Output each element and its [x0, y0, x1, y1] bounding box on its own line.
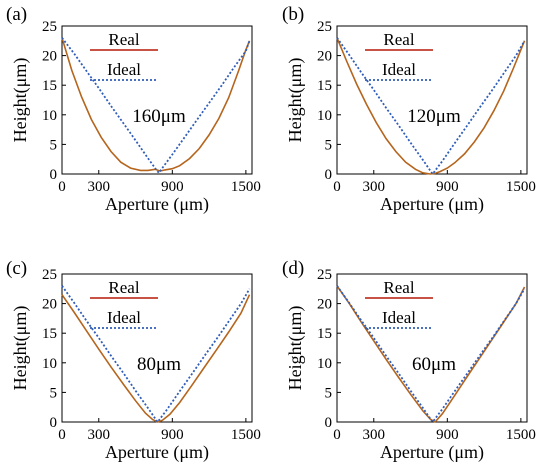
- panel-label: (b): [282, 4, 304, 25]
- y-tick-label: 5: [50, 385, 58, 401]
- series-line-ideal: [336, 285, 526, 424]
- x-tick-label: 300: [88, 427, 111, 443]
- x-tick-label: 1500: [506, 179, 536, 195]
- x-tick-label: 1500: [231, 179, 261, 195]
- x-tick-label: 1500: [506, 427, 536, 443]
- x-tick-label: 900: [436, 427, 459, 443]
- y-tick-label: 25: [317, 267, 332, 283]
- y-tick-label: 10: [42, 356, 57, 372]
- y-tick-label: 0: [50, 167, 58, 183]
- y-tick-label: 20: [317, 297, 332, 313]
- panel-b: 0 5 10 15 20 25 0 300 900 1500 Aperture (μm) Height…: [282, 4, 536, 215]
- aperture-annotation: 60μm: [412, 354, 456, 375]
- y-tick-label: 15: [42, 326, 57, 342]
- x-tick-label: 0: [58, 179, 66, 195]
- panel-d: 0 5 10 15 20 25 0 300 900 1500 Aperture (μm) Height…: [282, 258, 536, 463]
- x-axis-label: Aperture (μm): [380, 194, 484, 215]
- panel-label: (a): [6, 4, 27, 25]
- aperture-annotation: 120μm: [407, 106, 461, 127]
- x-tick-label: 300: [363, 179, 386, 195]
- x-tick-label: 900: [436, 179, 459, 195]
- legend-label-real: Real: [383, 30, 414, 49]
- y-tick-label: 10: [317, 108, 332, 124]
- y-tick-label: 25: [317, 19, 332, 35]
- y-tick-label: 10: [317, 356, 332, 372]
- y-tick-label: 10: [42, 108, 57, 124]
- panel-c: 0 5 10 15 20 25 0 300 900 1500 Aperture (μm) Height…: [6, 258, 261, 463]
- x-tick-label: 300: [88, 179, 111, 195]
- x-tick-label: 300: [363, 427, 386, 443]
- legend-label-real: Real: [108, 30, 139, 49]
- series-line-real: [61, 37, 251, 172]
- y-tick-label: 20: [42, 297, 57, 313]
- plot-frame: [61, 25, 253, 175]
- series-line-ideal: [336, 37, 526, 176]
- series-line-real: [61, 294, 251, 423]
- plot-frame: [336, 273, 528, 423]
- y-tick-label: 5: [325, 385, 333, 401]
- panel-a: 0 5 10 15 20 25 0 300 900 1500 Aperture (μm) Height…: [6, 4, 261, 215]
- legend-label-ideal: Ideal: [382, 60, 416, 79]
- y-tick-label: 5: [50, 137, 58, 153]
- x-tick-label: 0: [333, 179, 341, 195]
- y-tick-label: 0: [325, 167, 333, 183]
- legend-label-real: Real: [383, 278, 414, 297]
- y-axis-label: Height(μm): [10, 58, 31, 143]
- aperture-annotation: 80μm: [137, 354, 181, 375]
- series-line-ideal: [61, 37, 251, 175]
- x-tick-label: 1500: [231, 427, 261, 443]
- y-tick-label: 15: [317, 326, 332, 342]
- y-tick-label: 20: [317, 49, 332, 65]
- y-tick-label: 0: [325, 415, 333, 431]
- y-tick-label: 15: [42, 78, 57, 94]
- panel-label: (c): [6, 258, 27, 279]
- legend-label-ideal: Ideal: [382, 308, 416, 327]
- legend-label-ideal: Ideal: [107, 308, 141, 327]
- y-tick-label: 25: [42, 267, 57, 283]
- legend-label-ideal: Ideal: [107, 60, 141, 79]
- y-tick-label: 15: [317, 78, 332, 94]
- aperture-annotation: 160μm: [132, 106, 186, 127]
- y-axis-label: Height(μm): [285, 58, 306, 143]
- panel-label: (d): [282, 258, 304, 279]
- y-tick-label: 20: [42, 49, 57, 65]
- plot-frame: [61, 273, 253, 423]
- y-tick-label: 5: [325, 137, 333, 153]
- x-tick-label: 0: [58, 427, 66, 443]
- y-tick-label: 25: [42, 19, 57, 35]
- x-axis-label: Aperture (μm): [105, 442, 209, 463]
- x-axis-label: Aperture (μm): [380, 442, 484, 463]
- series-line-ideal: [61, 285, 251, 424]
- y-axis-label: Height(μm): [285, 306, 306, 391]
- series-line-real: [336, 37, 526, 175]
- x-axis-label: Aperture (μm): [105, 194, 209, 215]
- y-tick-label: 0: [50, 415, 58, 431]
- y-axis-label: Height(μm): [10, 306, 31, 391]
- x-tick-label: 900: [161, 179, 184, 195]
- x-tick-label: 0: [333, 427, 341, 443]
- legend-label-real: Real: [108, 278, 139, 297]
- x-tick-label: 900: [161, 427, 184, 443]
